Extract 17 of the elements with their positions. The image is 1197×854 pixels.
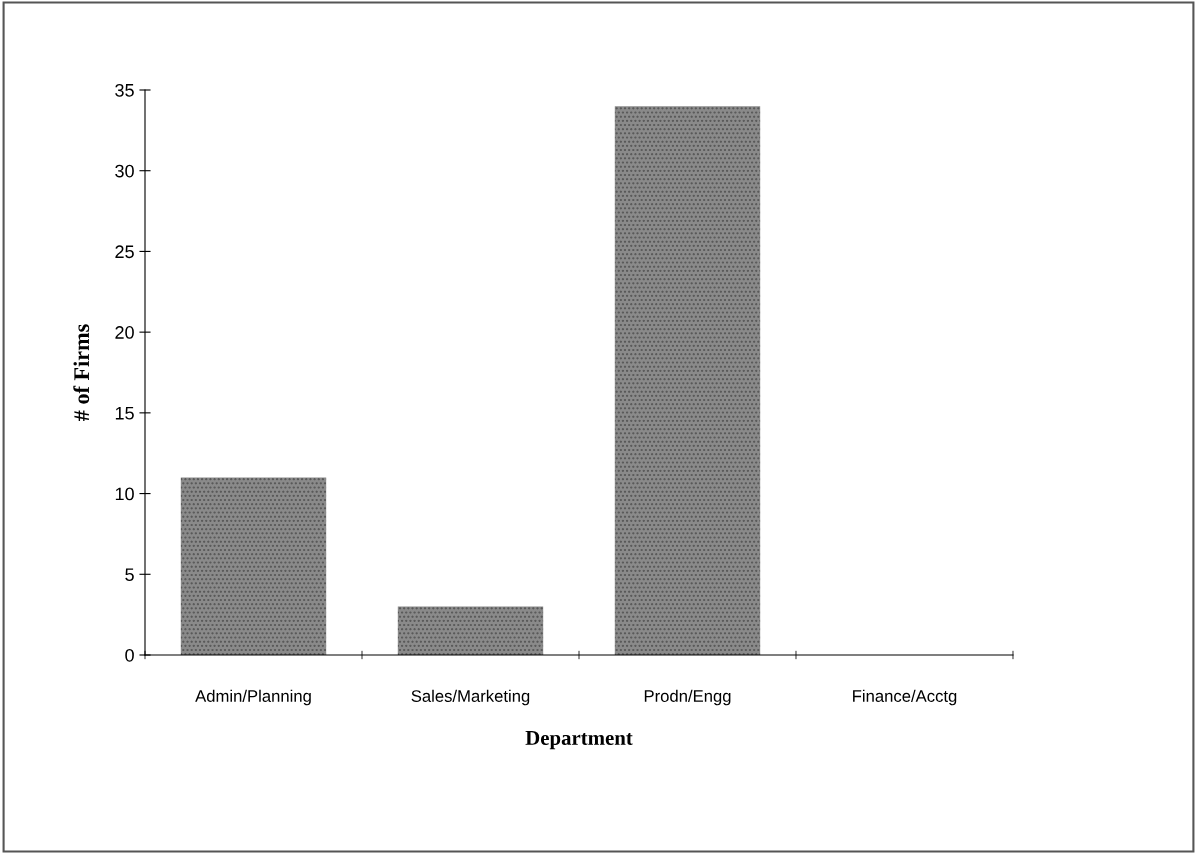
y-tick-label: 5 <box>125 568 134 582</box>
y-axis-title: # of Firms <box>73 324 90 421</box>
y-tick-label: 25 <box>115 245 134 259</box>
y-tick-label: 35 <box>115 83 134 97</box>
bar <box>180 477 327 655</box>
y-tick-label: 10 <box>115 487 134 501</box>
y-tick-label: 20 <box>115 326 134 339</box>
y-tick-label: 15 <box>115 406 134 420</box>
x-tick-label: Admin/Planning <box>195 689 311 706</box>
y-tick-label: 30 <box>115 164 134 178</box>
x-tick-label: Sales/Marketing <box>411 689 530 706</box>
y-tick-label: 0 <box>125 648 134 662</box>
x-tick-label: Finance/Acctg <box>853 689 957 706</box>
x-tick-label: Prodn/Engg <box>644 689 731 706</box>
bar <box>614 106 761 655</box>
bar <box>397 606 544 655</box>
x-axis-title: Department <box>525 731 633 750</box>
